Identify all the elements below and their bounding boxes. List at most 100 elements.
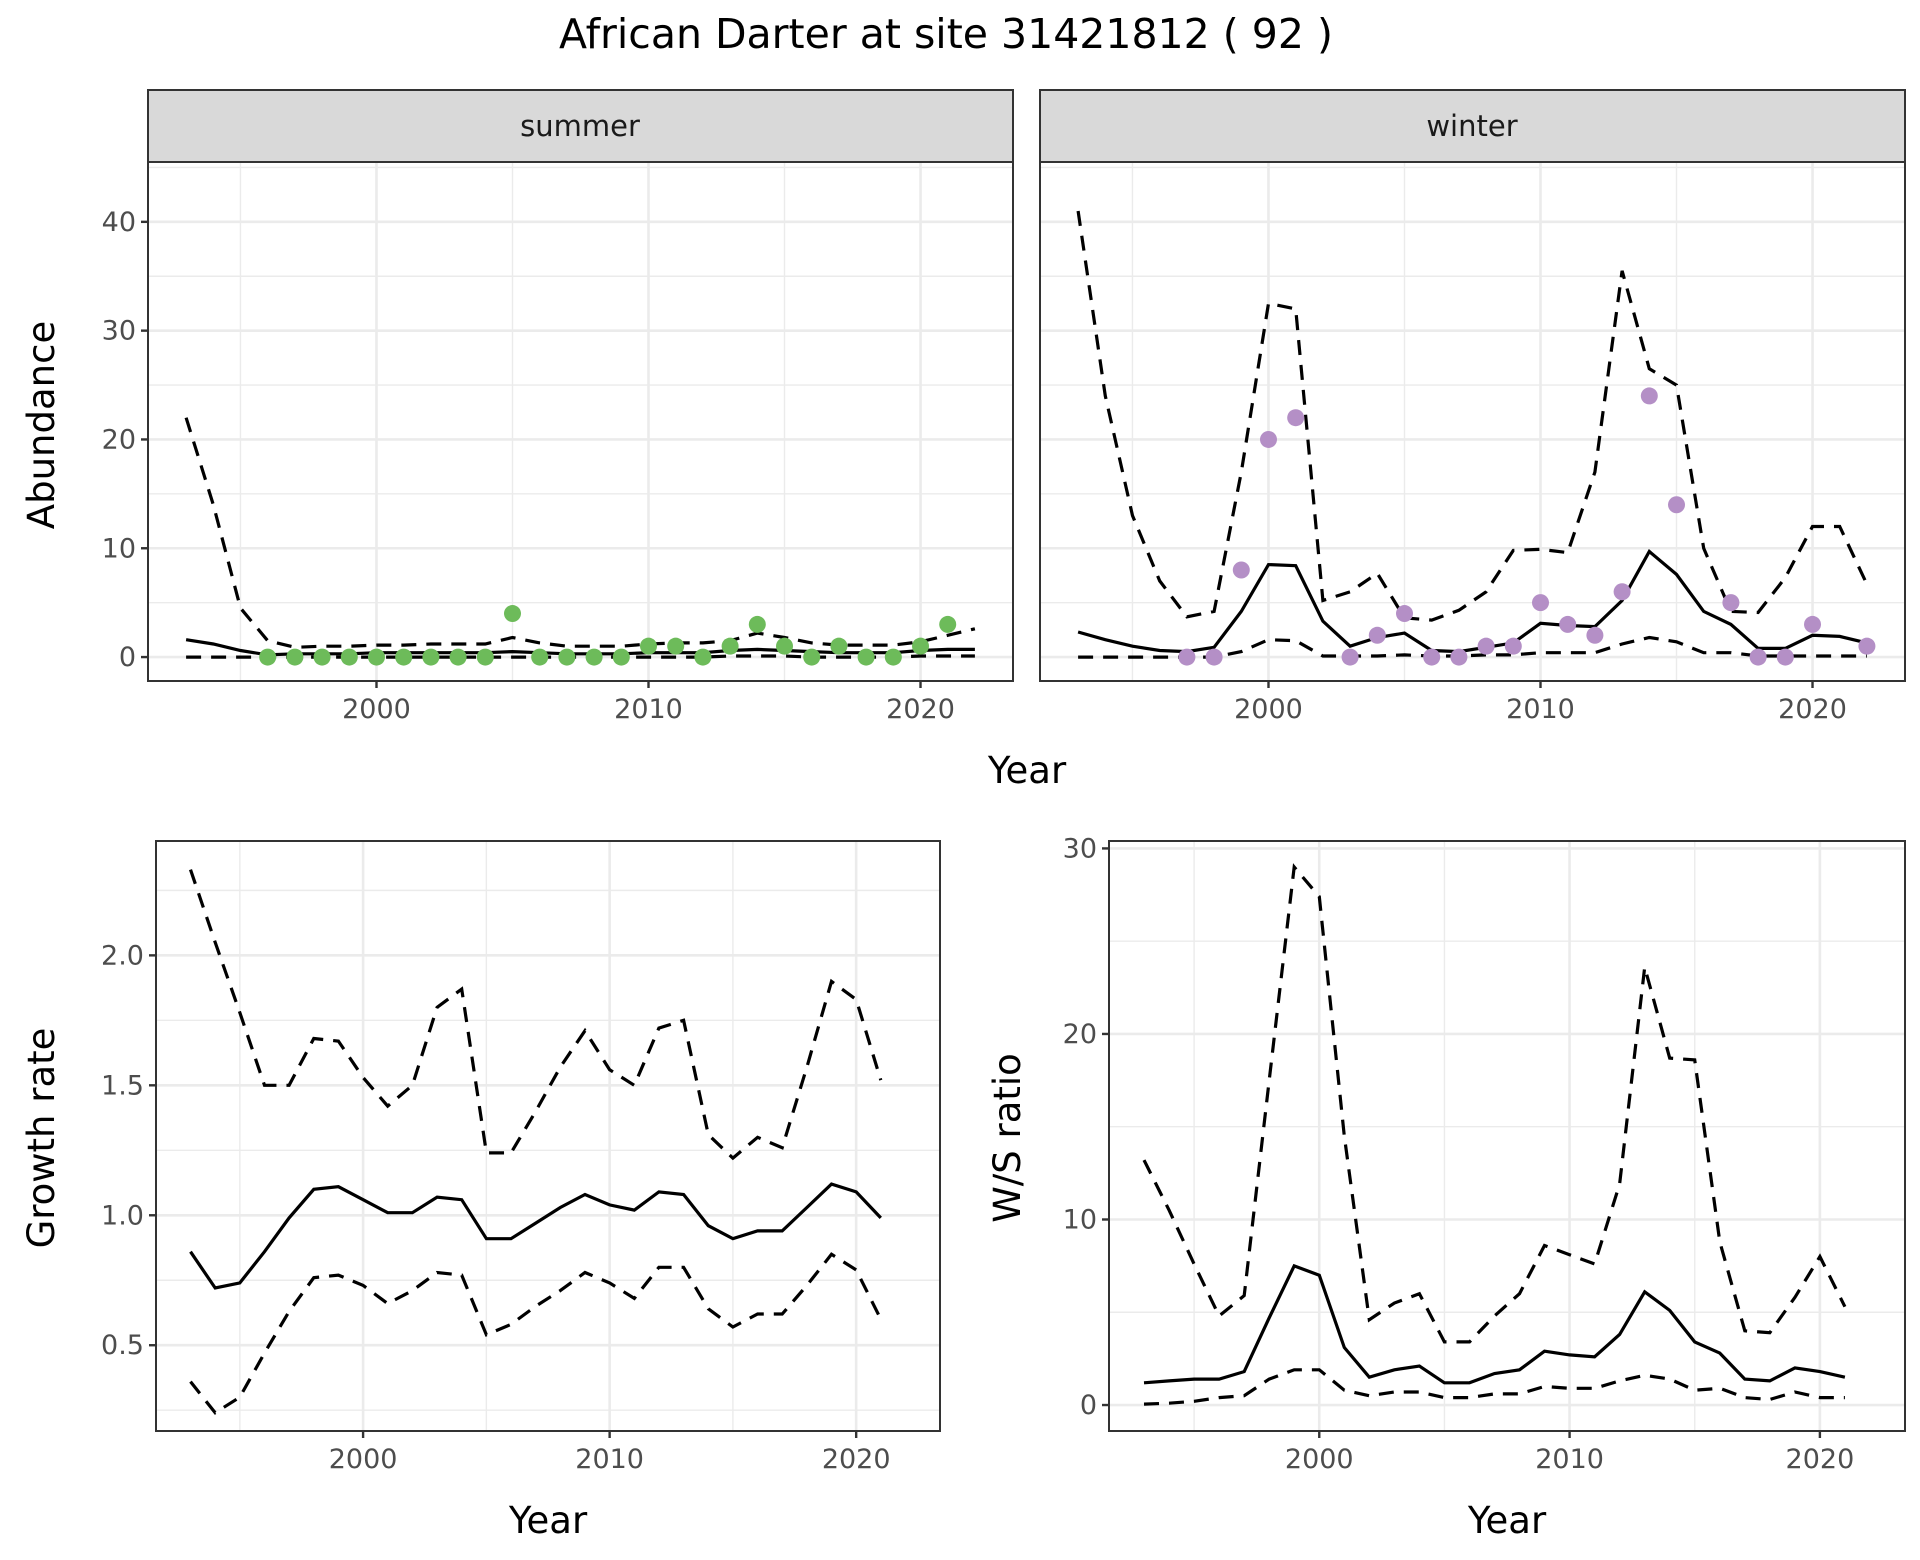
x-tick-label: 2020 <box>822 1444 891 1475</box>
data-point <box>286 648 304 666</box>
data-point <box>1395 605 1413 623</box>
data-point <box>830 637 848 655</box>
x-tick-label: 2010 <box>1506 694 1575 725</box>
panel-border <box>1108 840 1906 1432</box>
data-point <box>1205 648 1223 666</box>
x-tick-label: 2010 <box>614 694 683 725</box>
data-point <box>721 637 739 655</box>
panel-border <box>147 161 1014 682</box>
data-point <box>531 648 549 666</box>
panel-summer: summer 0 10 20 30 40 2000 2010 2020 <box>102 89 1014 725</box>
data-point <box>694 648 712 666</box>
data-point <box>1341 648 1359 666</box>
y-tick-label: 1.5 <box>101 1070 144 1101</box>
data-point <box>667 637 685 655</box>
data-point <box>259 648 277 666</box>
data-point <box>1776 648 1794 666</box>
panel-growth-rate: 0.5 1.0 1.5 2.0 2000 2010 2020 <box>101 840 941 1475</box>
data-point <box>1668 496 1686 514</box>
data-point <box>1287 409 1305 427</box>
growth-y-axis-title: Growth rate <box>20 1028 63 1249</box>
data-point <box>476 648 494 666</box>
x-tick-label: 2020 <box>1786 1444 1855 1475</box>
data-point <box>1858 637 1876 655</box>
strip-summer <box>147 89 1014 163</box>
plot-background <box>148 162 1013 681</box>
series-line-median <box>1143 1263 1846 1385</box>
y-tick-label: 0 <box>119 642 136 673</box>
data-point <box>340 648 358 666</box>
data-point <box>1477 637 1495 655</box>
strip-label-winter: winter <box>1426 109 1517 143</box>
series-line-upper <box>188 869 883 1161</box>
data-point <box>313 648 331 666</box>
plot-background <box>156 841 940 1431</box>
series-line-upper <box>184 417 976 649</box>
data-point <box>1613 583 1631 601</box>
data-point <box>912 637 930 655</box>
x-tick-label: 2000 <box>342 694 411 725</box>
y-tick-label: 20 <box>1063 1019 1097 1050</box>
plot-background <box>1109 841 1905 1431</box>
plot-background <box>1040 162 1905 681</box>
data-point <box>395 648 413 666</box>
y-tick-label: 40 <box>102 207 136 238</box>
y-tick-label: 20 <box>102 424 136 455</box>
data-point <box>748 615 766 633</box>
panel-border <box>155 840 941 1432</box>
strip-label-summer: summer <box>520 109 640 143</box>
panel-ws-ratio: 0 10 20 30 2000 2010 2020 <box>1063 833 1906 1475</box>
x-tick-label: 2000 <box>329 1444 398 1475</box>
data-point <box>1368 626 1386 644</box>
data-point <box>1178 648 1196 666</box>
y-tick-label: 30 <box>1063 833 1097 864</box>
y-tick-label: 0 <box>1080 1390 1097 1421</box>
y-tick-label: 2.0 <box>101 940 144 971</box>
x-tick-label: 2000 <box>1285 1444 1354 1475</box>
series-line-lower <box>1143 1368 1845 1406</box>
series-line-median <box>1077 549 1868 654</box>
x-tick-label: 2010 <box>575 1444 644 1475</box>
data-point <box>612 648 630 666</box>
data-point <box>367 648 385 666</box>
data-point <box>1532 594 1550 612</box>
series-line-upper <box>1142 863 1847 1344</box>
data-point <box>939 615 957 633</box>
data-point <box>1722 594 1740 612</box>
data-point <box>1259 430 1277 448</box>
growth-x-axis-title: Year <box>508 1499 588 1542</box>
y-tick-label: 1.0 <box>101 1200 144 1231</box>
data-point <box>422 648 440 666</box>
data-point <box>449 648 467 666</box>
series-line-median <box>189 1182 882 1290</box>
x-tick-label: 2000 <box>1234 694 1303 725</box>
data-point <box>776 637 794 655</box>
x-tick-label: 2020 <box>886 694 955 725</box>
y-tick-label: 30 <box>102 316 136 347</box>
data-point <box>803 648 821 666</box>
data-point <box>1640 387 1658 405</box>
y-tick-label: 0.5 <box>101 1330 144 1361</box>
data-point <box>1504 637 1522 655</box>
x-tick-label: 2010 <box>1535 1444 1604 1475</box>
panel-winter: winter 2000 2010 2020 <box>1039 89 1906 725</box>
panel-border <box>1039 161 1906 682</box>
data-point <box>1232 561 1250 579</box>
series-line-upper <box>1076 210 1869 622</box>
ws-y-axis-title: W/S ratio <box>986 1053 1029 1223</box>
data-point <box>1804 615 1822 633</box>
y-tick-label: 10 <box>102 533 136 564</box>
abundance-x-axis-title: Year <box>987 749 1067 792</box>
data-point <box>1450 648 1468 666</box>
data-point <box>585 648 603 666</box>
data-point <box>503 605 521 623</box>
y-tick-label: 10 <box>1063 1204 1097 1235</box>
data-point <box>857 648 875 666</box>
data-point <box>1749 648 1767 666</box>
data-point <box>1559 615 1577 633</box>
data-point <box>1586 626 1604 644</box>
x-tick-label: 2020 <box>1778 694 1847 725</box>
data-point <box>558 648 576 666</box>
abundance-y-axis-title: Abundance <box>20 321 63 529</box>
figure-title: African Darter at site 31421812 ( 92 ) <box>559 10 1333 58</box>
